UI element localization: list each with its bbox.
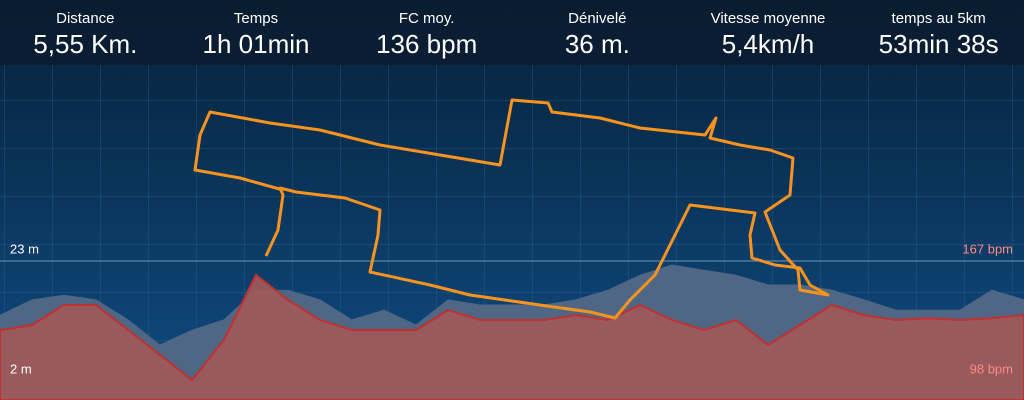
heart-rate-area [0,273,1024,400]
stat-label: Vitesse moyenne [711,10,826,27]
y-tick-label: 2 m [10,362,32,377]
stat-value: 36 m. [565,29,630,59]
stat-value: 53min 38s [879,29,999,59]
stat-label: Temps [234,10,278,27]
header-band [0,0,1024,65]
stat-label: temps au 5km [892,10,986,27]
y2-tick-label: 98 bpm [970,361,1013,376]
stat-value: 1h 01min [203,29,310,59]
stat-value: 136 bpm [376,29,477,59]
y-tick-label: 23 m [10,241,39,256]
profile-chart: 23 m 2 m 167 bpm 98 bpm [0,241,1024,400]
stat-value: 5,4km/h [722,29,815,59]
stat-label: Dénivelé [568,10,626,27]
stat-value: 5,55 Km. [33,29,137,59]
y2-tick-label: 167 bpm [962,241,1013,256]
gps-track [193,98,830,320]
stat-label: Distance [56,10,114,27]
stat-label: FC moy. [399,10,455,27]
